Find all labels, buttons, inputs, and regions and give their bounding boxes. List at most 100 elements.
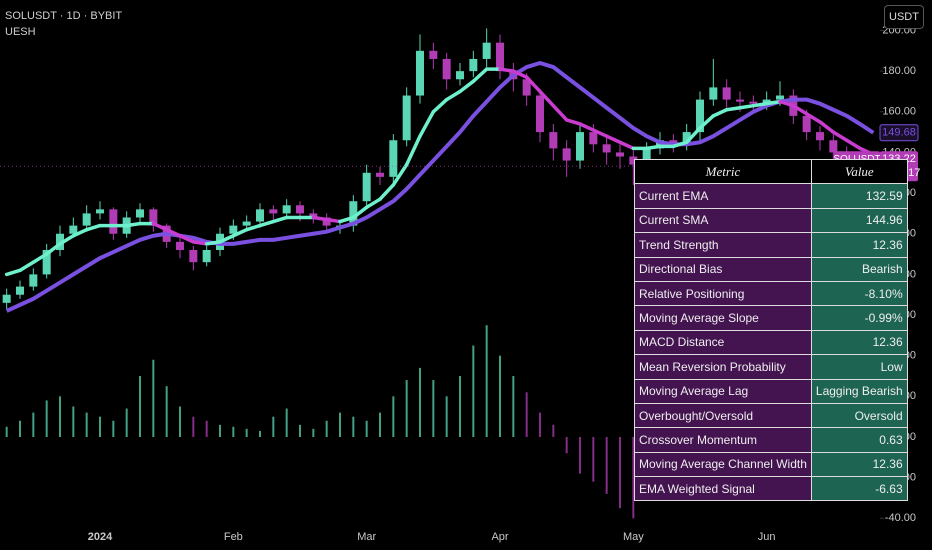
value-cell: 144.96 (810, 207, 908, 234)
metric-cell: EMA Weighted Signal (634, 476, 812, 502)
candle-body (762, 99, 771, 104)
histogram-bar (285, 408, 288, 437)
candle-body (296, 205, 304, 214)
histogram-bar (259, 430, 261, 437)
metric-cell: Current EMA (634, 183, 812, 209)
candle-body (149, 209, 158, 226)
header-cell: Value (810, 158, 908, 185)
candle-body (709, 87, 718, 100)
histogram-bar (85, 412, 88, 437)
value-cell: Bearish (810, 256, 908, 282)
histogram-bar (272, 416, 275, 437)
ema-segment (831, 130, 849, 142)
histogram-bar (72, 406, 75, 437)
y-tick-label: 160.00 (882, 106, 916, 118)
histogram-bar (352, 416, 355, 437)
x-tick-label: Jun (758, 531, 776, 543)
metric-cell: MACD Distance (634, 329, 812, 356)
candle-body (42, 250, 51, 275)
value-cell: -8.10% (810, 280, 908, 307)
ema-segment (644, 144, 662, 151)
x-tick-label: May (623, 531, 644, 543)
table-header: Metric Value (634, 158, 908, 185)
metric-cell: Mean Reversion Probability (634, 354, 812, 380)
histogram-bar (365, 420, 368, 437)
candle-body (629, 156, 638, 165)
ema-segment (671, 140, 689, 149)
ema-segment (738, 103, 756, 110)
table-row: MACD Distance 12.36 (634, 329, 908, 356)
candle-body (829, 140, 838, 153)
ema-segment (191, 240, 209, 246)
ema-segment (231, 227, 249, 238)
candle-body (376, 172, 384, 177)
ema-segment (178, 234, 196, 244)
candle-body (96, 209, 104, 214)
histogram-bar (19, 420, 21, 437)
x-tick-label: Mar (357, 531, 376, 543)
ema-segment (364, 197, 382, 210)
candle-body (416, 50, 424, 96)
table-row: Current SMA 144.96 (634, 207, 908, 234)
histogram-bar (472, 345, 475, 437)
ema-segment (204, 240, 222, 246)
candle-body (229, 225, 238, 234)
histogram-bar (32, 412, 35, 437)
ema-segment (404, 134, 422, 167)
histogram-bar (405, 380, 408, 437)
ema-segment (791, 103, 809, 116)
candle-body (349, 201, 358, 226)
ema-segment (244, 223, 262, 232)
header: SOLUSDT · 1D · BYBIT UESH (5, 8, 122, 40)
histogram-bar (565, 436, 568, 454)
candle-body (669, 140, 678, 145)
candle-body (189, 250, 198, 263)
candle-body (522, 79, 531, 96)
table-row: EMA Weighted Signal -6.63 (634, 476, 908, 502)
ema-segment (778, 99, 796, 108)
histogram-bar (379, 412, 381, 437)
ema-segment (84, 223, 102, 232)
value-cell: 12.36 (810, 329, 908, 356)
candle-body (202, 250, 211, 263)
table-row: Directional Bias Bearish (634, 256, 908, 282)
table-row: Moving Average Lag Lagging Bearish (634, 378, 908, 404)
ema-segment (764, 99, 782, 106)
ema-segment (578, 122, 596, 132)
candle-body (802, 115, 811, 133)
candle-body (496, 42, 504, 72)
histogram-bar (485, 325, 488, 437)
ema-segment (351, 205, 369, 220)
ema-segment (604, 134, 622, 145)
value-cell: -0.99% (810, 305, 908, 331)
value-cell: 12.36 (810, 451, 908, 478)
currency-button[interactable]: USDT (884, 5, 924, 29)
value-cell: Lagging Bearish (810, 378, 908, 404)
metric-cell: Trend Strength (634, 232, 812, 258)
value-cell: 132.59 (810, 183, 908, 209)
candle-body (402, 95, 411, 141)
candle-body (682, 132, 691, 145)
sma-tag-box (879, 124, 919, 142)
candle-body (469, 58, 478, 72)
ema-segment (471, 67, 489, 84)
sma-line (5, 61, 875, 313)
symbol: SOLUSDT · 1D · BYBIT (5, 10, 123, 22)
candle-body (816, 132, 824, 141)
table-row: Mean Reversion Probability Low (634, 354, 908, 380)
ema-segment (818, 120, 836, 134)
histogram-bar (179, 406, 181, 437)
ema-segment (751, 101, 769, 108)
ema-segment (444, 89, 462, 102)
ema-segment (698, 114, 716, 130)
value-cell: Low (810, 354, 908, 380)
histogram-bar (312, 428, 315, 437)
y-tick-label: 180.00 (882, 65, 916, 77)
histogram-bar (325, 420, 328, 437)
ema-segment (271, 215, 289, 224)
ema-segment (724, 105, 742, 112)
table-row: Relative Positioning -8.10% (634, 280, 908, 307)
candle-body (776, 95, 784, 100)
